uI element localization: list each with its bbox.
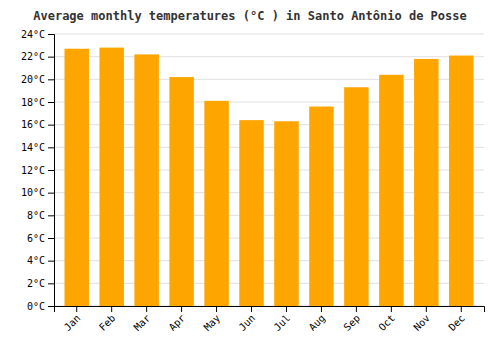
tick-mark <box>76 306 77 312</box>
tick-label: Jan <box>62 312 83 333</box>
tick: Jan <box>62 306 83 333</box>
bar <box>204 101 228 306</box>
tick-mark <box>48 34 54 35</box>
tick-label: Jul <box>272 312 293 333</box>
tick-mark <box>286 306 287 312</box>
tick-label: Oct <box>376 312 397 333</box>
bar <box>169 77 193 306</box>
tick: 10°C <box>21 187 54 198</box>
tick-label: 22°C <box>21 51 45 62</box>
bar <box>309 107 333 306</box>
tick-label: 10°C <box>21 187 45 198</box>
tick-label: 24°C <box>21 29 45 40</box>
tick-label: Jun <box>237 312 258 333</box>
tick-mark <box>426 306 427 312</box>
tick: Aug <box>307 306 328 333</box>
tick: Feb <box>97 306 118 333</box>
axis-line <box>48 35 55 307</box>
tick-mark <box>48 283 54 284</box>
tick: Jul <box>272 306 293 333</box>
tick-label: Aug <box>307 312 328 333</box>
bar <box>344 87 368 306</box>
tick: 0°C <box>27 301 54 312</box>
tick-mark <box>146 306 147 312</box>
tick-mark <box>48 193 54 194</box>
tick-label: 0°C <box>27 301 45 312</box>
tick-label: Dec <box>446 312 467 333</box>
tick-mark <box>391 306 392 312</box>
tick-mark <box>48 79 54 80</box>
tick: 8°C <box>27 210 54 221</box>
tick-mark <box>111 306 112 312</box>
tick-mark <box>321 306 322 312</box>
bar <box>239 120 263 306</box>
grid-line <box>54 34 484 35</box>
axis-line <box>55 307 485 313</box>
tick: 2°C <box>27 278 54 289</box>
tick-label: 6°C <box>27 233 45 244</box>
tick-label: 18°C <box>21 97 45 108</box>
tick-mark <box>48 102 54 103</box>
bar <box>449 56 473 306</box>
tick: 6°C <box>27 233 54 244</box>
tick: 18°C <box>21 97 54 108</box>
tick-mark <box>216 306 217 312</box>
bar <box>274 121 298 306</box>
tick-mark <box>48 57 54 58</box>
tick: 4°C <box>27 255 54 266</box>
bar <box>379 75 403 306</box>
y-axis: 0°C 2°C 4°C 6°C 8°C 10°C 12°C 14°C 16°C 18°C 20°C 2… <box>21 29 55 312</box>
tick: 20°C <box>21 74 54 85</box>
title: Average monthly temperatures (°C ) in Sa… <box>33 9 466 23</box>
tick: Sep <box>342 306 363 333</box>
tick-mark <box>48 238 54 239</box>
tick-label: May <box>202 312 223 333</box>
tick-label: 8°C <box>27 210 45 221</box>
tick: Mar <box>132 306 153 333</box>
chart: 0°C 2°C 4°C 6°C 8°C 10°C 12°C 14°C 16°C 18°C 20°C 2… <box>0 0 500 350</box>
grid <box>54 34 484 306</box>
tick: 24°C <box>21 29 54 40</box>
tick-mark <box>48 215 54 216</box>
bar <box>99 48 123 306</box>
tick: Dec <box>446 306 467 333</box>
x-axis: Jan Feb Mar Apr May Jun Jul Aug Sep Oct Nov Dec <box>55 306 485 333</box>
plot-area <box>64 48 473 306</box>
tick: 22°C <box>21 51 54 62</box>
tick-label: Nov <box>411 312 432 333</box>
tick-label: 12°C <box>21 165 45 176</box>
tick-mark <box>48 261 54 262</box>
tick-label: Apr <box>167 312 188 333</box>
tick: Nov <box>411 306 432 333</box>
bar <box>64 49 88 306</box>
tick-mark <box>251 306 252 312</box>
tick-mark <box>48 147 54 148</box>
tick-label: Feb <box>97 312 118 333</box>
bar <box>414 59 438 306</box>
tick-label: Sep <box>342 312 363 333</box>
tick: 12°C <box>21 165 54 176</box>
tick-label: 2°C <box>27 278 45 289</box>
tick: 14°C <box>21 142 54 153</box>
tick: Apr <box>167 306 188 333</box>
tick: 16°C <box>21 119 54 130</box>
tick-mark <box>181 306 182 312</box>
tick-mark <box>48 170 54 171</box>
tick-label: 4°C <box>27 255 45 266</box>
tick-mark <box>48 306 54 307</box>
tick-label: 20°C <box>21 74 45 85</box>
tick: Jun <box>237 306 258 333</box>
tick-mark <box>461 306 462 312</box>
tick-label: Mar <box>132 312 153 333</box>
tick-label: 14°C <box>21 142 45 153</box>
tick: May <box>202 306 223 333</box>
tick-mark <box>48 125 54 126</box>
bar <box>134 54 158 306</box>
tick-label: 16°C <box>21 119 45 130</box>
tick: Oct <box>376 306 397 333</box>
tick-mark <box>356 306 357 312</box>
